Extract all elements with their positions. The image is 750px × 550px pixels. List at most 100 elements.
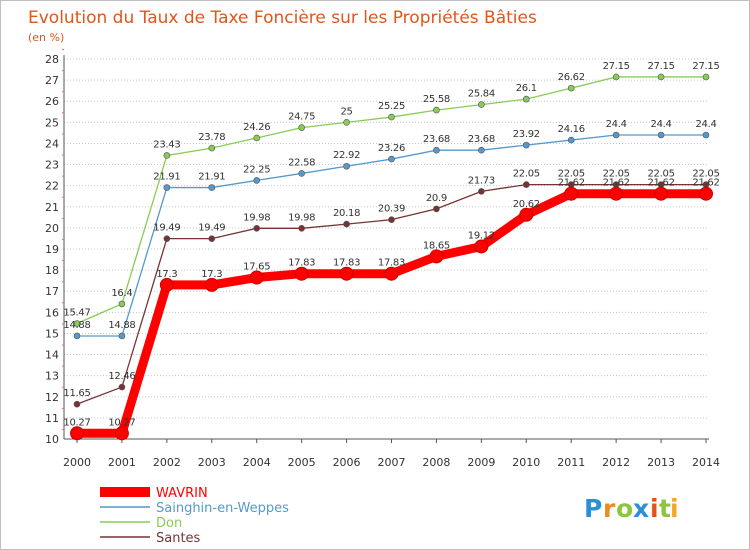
y-tick-labels: 10 11 12 13 14 15 16 17 18 19 20 21 22 23 24 25 26 27 28: [45, 49, 64, 446]
data-label-wavrin: 17.3: [201, 269, 222, 280]
x-tick-label: 2002: [153, 456, 181, 469]
data-label-santes: 22.05: [603, 169, 630, 180]
grid-lines: [64, 58, 707, 419]
data-label-wavrin: 21.62: [558, 178, 585, 189]
data-point-sainghin-en-weppes: [657, 131, 665, 139]
x-tick-label: 2010: [512, 456, 540, 469]
data-label-wavrin: 17.83: [333, 258, 360, 269]
data-point-wavrin: [609, 186, 624, 201]
data-label-don: 26.62: [558, 72, 585, 83]
legend-label-wavrin: WAVRIN: [156, 486, 208, 501]
data-label-wavrin: 21.62: [648, 178, 675, 189]
data-label-sainghin-en-weppes: 24.4: [695, 119, 716, 130]
data-point-sainghin-en-weppes: [478, 146, 485, 154]
data-point-don: [208, 144, 216, 152]
data-point-sainghin-en-weppes: [388, 155, 395, 163]
data-point-sainghin-en-weppes: [298, 170, 305, 177]
logo-letter: i: [650, 494, 659, 523]
legend-label-santes: Santes: [156, 531, 201, 546]
data-label-sainghin-en-weppes: 23.92: [513, 129, 540, 140]
y-tick-label: 20: [45, 222, 59, 235]
data-labels: 15.47 16.4 23.43 23.78 24.26 24.75 25 25.25 25.5…: [63, 61, 719, 428]
y-tick-label: 19: [45, 243, 59, 256]
x-tick-label: 2009: [467, 456, 495, 469]
data-label-don: 25.58: [423, 94, 450, 105]
data-point-santes: [433, 205, 440, 213]
data-point-don: [73, 320, 81, 327]
y-tick-label: 14: [45, 349, 59, 362]
data-label-sainghin-en-weppes: 21.91: [198, 172, 225, 183]
data-point-don: [522, 95, 530, 103]
data-point-sainghin-en-weppes: [433, 146, 440, 154]
data-point-wavrin: [339, 266, 354, 281]
x-tick-label: 2005: [288, 456, 316, 469]
logo-letter: r: [603, 494, 616, 523]
data-point-sainghin-en-weppes: [522, 141, 530, 149]
legend-label-don: Don: [156, 516, 182, 531]
data-label-wavrin: 21.62: [603, 178, 630, 189]
y-tick-label: 12: [45, 391, 59, 404]
data-point-wavrin: [384, 266, 399, 281]
x-tick-label: 2006: [333, 456, 361, 469]
data-label-santes: 20.39: [378, 204, 405, 215]
legend-label-sainghin-en-weppes: Sainghin-en-Weppes: [156, 501, 289, 516]
data-label-don: 25.84: [468, 89, 495, 100]
data-label-wavrin: 18.65: [423, 240, 450, 251]
data-label-sainghin-en-weppes: 24.4: [606, 119, 627, 130]
data-label-santes: 19.98: [288, 212, 315, 223]
data-label-don: 23.43: [153, 139, 180, 150]
data-label-sainghin-en-weppes: 24.16: [558, 124, 585, 135]
data-point-santes: [388, 216, 395, 223]
axes: [63, 55, 709, 440]
data-label-sainghin-en-weppes: 21.91: [153, 172, 180, 183]
data-point-don: [702, 73, 710, 81]
logo-letter: i: [670, 494, 679, 523]
data-label-wavrin: 17.83: [378, 258, 405, 269]
data-label-don: 27.15: [648, 61, 675, 72]
data-point-santes: [163, 235, 171, 242]
data-point-wavrin: [70, 426, 84, 441]
y-tick-label: 24: [45, 137, 59, 150]
data-point-sainghin-en-weppes: [702, 131, 710, 139]
y-tick-label: 25: [45, 116, 59, 129]
x-tick-label: 2013: [647, 456, 675, 469]
data-point-don: [433, 106, 440, 114]
data-label-sainghin-en-weppes: 22.58: [288, 157, 315, 168]
y-tick-label: 13: [45, 370, 59, 383]
data-point-wavrin: [249, 270, 264, 285]
y-tick-label: 28: [45, 53, 59, 66]
data-label-santes: 12.46: [108, 371, 135, 382]
data-label-don: 24.26: [243, 122, 270, 133]
data-label-don: 25.25: [378, 101, 405, 112]
y-tick-label: 17: [45, 285, 59, 298]
y-tick-label: 18: [45, 264, 59, 277]
data-point-sainghin-en-weppes: [73, 332, 81, 340]
data-label-wavrin: 10.27: [108, 417, 135, 428]
logo-letter: x: [633, 494, 649, 523]
data-label-santes: 21.73: [468, 175, 495, 186]
y-tick-label: 26: [45, 95, 59, 108]
data-label-don: 27.15: [603, 61, 630, 72]
data-point-wavrin: [429, 249, 444, 264]
data-point-santes: [253, 225, 261, 232]
data-point-don: [478, 101, 485, 108]
data-point-wavrin: [564, 186, 579, 201]
data-label-santes: 22.05: [513, 169, 540, 180]
data-label-santes: 20.18: [333, 208, 360, 219]
logo-letter: P: [584, 494, 602, 523]
data-label-sainghin-en-weppes: 23.68: [423, 134, 450, 145]
data-label-wavrin: 17.3: [156, 269, 177, 280]
data-label-santes: 20.9: [426, 193, 447, 204]
data-point-don: [612, 73, 620, 81]
data-point-santes: [522, 181, 530, 188]
data-label-santes: 19.49: [198, 223, 225, 234]
y-tick-label: 16: [45, 306, 59, 319]
x-tick-label: 2001: [108, 456, 136, 469]
data-point-wavrin: [699, 186, 713, 201]
data-point-sainghin-en-weppes: [253, 177, 261, 184]
data-label-sainghin-en-weppes: 23.68: [468, 134, 495, 145]
data-point-sainghin-en-weppes: [163, 184, 171, 191]
data-label-wavrin: 20.62: [513, 199, 540, 210]
